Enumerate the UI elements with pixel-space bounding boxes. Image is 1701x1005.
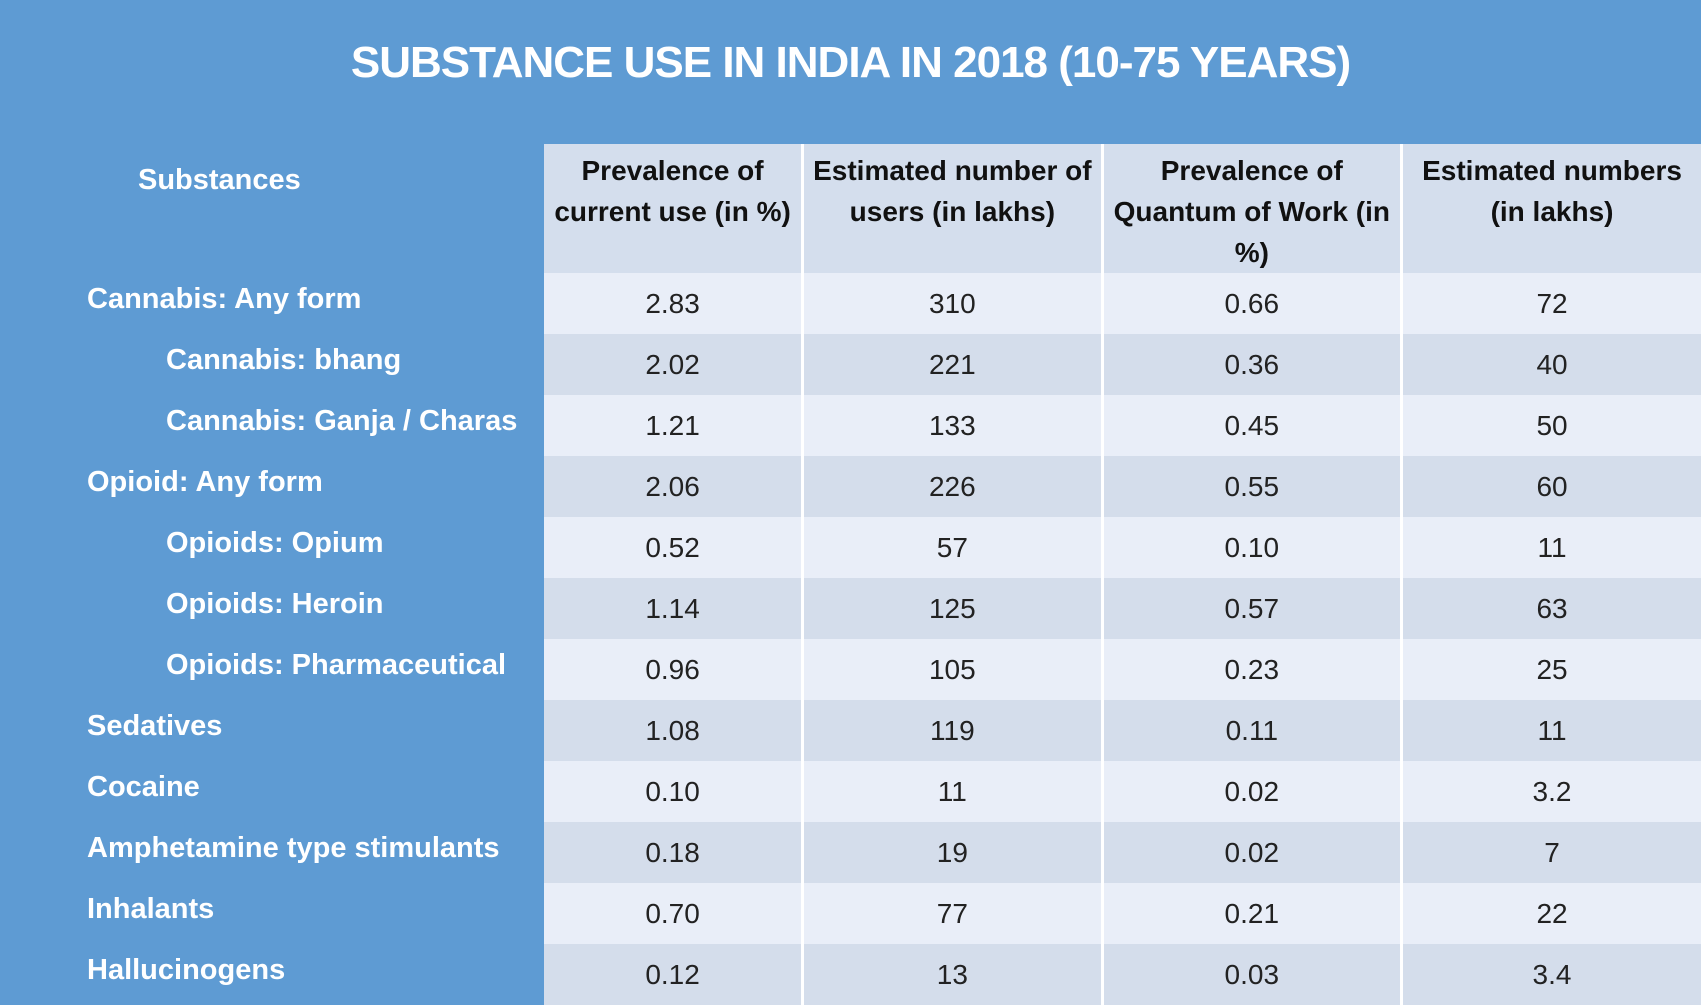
table-cell: 0.03 [1100,944,1402,1005]
table-cell: 2.83 [544,273,803,334]
table-cell: 125 [801,578,1103,639]
table-cell: 2.02 [544,334,803,395]
substances-header: Substances [138,164,301,196]
table-row: 0.12 13 0.03 3.4 [544,944,1701,1005]
table-row: 0.70 77 0.21 22 [544,883,1701,944]
row-label: Cannabis: bhang [166,344,402,376]
row-label: Amphetamine type stimulants [87,832,500,864]
table-row: 1.08 119 0.11 11 [544,700,1701,761]
table-cell: 13 [801,944,1103,1005]
table-cell: 72 [1400,273,1701,334]
row-label: Opioids: Opium [166,527,384,559]
table-cell: 105 [801,639,1103,700]
table-cell: 119 [801,700,1103,761]
table-row: 1.14 125 0.57 63 [544,578,1701,639]
table-cell: 221 [801,334,1103,395]
table-cell: 57 [801,517,1103,578]
column-header: Prevalence of Quantum of Work (in %) [1100,144,1402,273]
table-cell: 11 [1400,517,1701,578]
table-row: 0.10 11 0.02 3.2 [544,761,1701,822]
table-cell: 0.10 [1100,517,1402,578]
table-cell: 2.06 [544,456,803,517]
table-cell: 226 [801,456,1103,517]
table-row: 0.96 105 0.23 25 [544,639,1701,700]
row-labels: Cannabis: Any form Cannabis: bhang Cannabi… [0,269,544,1001]
table-cell: 0.36 [1100,334,1402,395]
table-cell: 0.21 [1100,883,1402,944]
table-cell: 50 [1400,395,1701,456]
table-cell: 25 [1400,639,1701,700]
table-cell: 11 [1400,700,1701,761]
table-row: 1.21 133 0.45 50 [544,395,1701,456]
column-header: Estimated number of users (in lakhs) [801,144,1103,273]
table-cell: 22 [1400,883,1701,944]
table-cell: 0.02 [1100,761,1402,822]
table-cell: 0.52 [544,517,803,578]
table-cell: 0.12 [544,944,803,1005]
table-cell: 0.18 [544,822,803,883]
table-cell: 63 [1400,578,1701,639]
row-label: Opioids: Heroin [166,588,384,620]
table-cell: 1.08 [544,700,803,761]
row-label: Opioid: Any form [87,466,323,498]
row-label: Hallucinogens [87,954,286,986]
row-label: Cannabis: Ganja / Charas [166,405,518,437]
table-cell: 0.66 [1100,273,1402,334]
row-label: Cannabis: Any form [87,283,362,315]
substance-table: Prevalence of current use (in %) Estimat… [544,144,1701,1005]
table-cell: 0.02 [1100,822,1402,883]
table-cell: 11 [801,761,1103,822]
table-cell: 1.14 [544,578,803,639]
table-cell: 0.70 [544,883,803,944]
table-cell: 0.11 [1100,700,1402,761]
table-cell: 0.96 [544,639,803,700]
table-cell: 7 [1400,822,1701,883]
table-cell: 0.23 [1100,639,1402,700]
table-cell: 60 [1400,456,1701,517]
table-row: 0.52 57 0.10 11 [544,517,1701,578]
table-cell: 3.4 [1400,944,1701,1005]
table-cell: 133 [801,395,1103,456]
table-cell: 0.55 [1100,456,1402,517]
table-cell: 3.2 [1400,761,1701,822]
table-cell: 0.45 [1100,395,1402,456]
table-cell: 40 [1400,334,1701,395]
table-cell: 310 [801,273,1103,334]
table-row: 0.18 19 0.02 7 [544,822,1701,883]
row-label: Opioids: Pharmaceutical [166,649,507,681]
page-title: SUBSTANCE USE IN INDIA IN 2018 (10-75 YE… [350,38,1351,87]
column-header: Estimated numbers (in lakhs) [1400,144,1701,273]
table-row: 2.83 310 0.66 72 [544,273,1701,334]
table-cell: 0.10 [544,761,803,822]
row-label: Sedatives [87,710,223,742]
table-cell: 19 [801,822,1103,883]
row-label: Inhalants [87,893,215,925]
row-label: Cocaine [87,771,200,803]
table-cell: 1.21 [544,395,803,456]
table-cell: 0.57 [1100,578,1402,639]
table-row: 2.06 226 0.55 60 [544,456,1701,517]
table-row: 2.02 221 0.36 40 [544,334,1701,395]
table-cell: 77 [801,883,1103,944]
column-header: Prevalence of current use (in %) [544,144,803,273]
